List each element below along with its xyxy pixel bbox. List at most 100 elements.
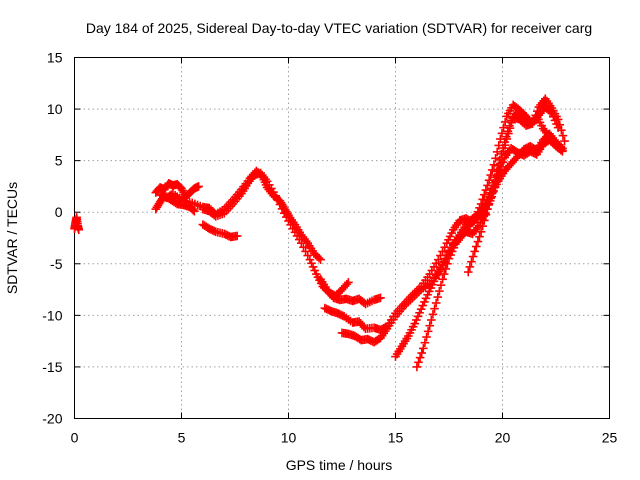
data-point	[441, 264, 451, 274]
data-point	[190, 206, 199, 216]
data-point	[507, 118, 516, 128]
y-tick-label: -20	[42, 411, 62, 427]
y-tick-label: -10	[42, 307, 62, 323]
data-point	[484, 199, 494, 209]
data-point	[433, 292, 443, 302]
data-point	[478, 221, 488, 231]
data-point	[475, 232, 484, 242]
data-point	[188, 205, 198, 215]
y-tick-label: 0	[55, 204, 63, 220]
data-point	[419, 344, 428, 353]
data-point	[480, 216, 489, 225]
y-tick-label: -15	[42, 359, 62, 375]
data-point	[468, 252, 478, 261]
data-point	[438, 274, 447, 284]
data-point	[414, 357, 423, 367]
x-tick-label: 10	[281, 430, 297, 446]
data-point	[484, 175, 494, 185]
data-point	[344, 278, 353, 287]
data-point	[418, 301, 428, 310]
grid-lines	[74, 57, 610, 419]
data-point	[481, 210, 491, 220]
data-point	[420, 297, 429, 307]
data-point	[478, 195, 488, 204]
data-point	[428, 310, 438, 319]
data-point	[439, 269, 449, 279]
x-tick-label: 5	[178, 430, 186, 446]
x-tick-label: 15	[388, 430, 404, 446]
data-point	[417, 348, 427, 358]
y-tick-labels: -20 -15 -10 -5 0 5 10 15	[42, 50, 62, 427]
x-tick-label: 0	[71, 430, 79, 446]
data-point	[483, 181, 492, 190]
y-tick-label: 15	[47, 50, 63, 66]
x-tick-label: 25	[602, 430, 618, 446]
data-point	[412, 362, 422, 372]
data-point	[376, 293, 385, 303]
data-point	[425, 321, 435, 330]
series-track-l	[463, 102, 563, 277]
data-point	[423, 327, 433, 336]
data-point	[415, 353, 425, 362]
series-track-f	[198, 220, 242, 242]
data-point	[443, 259, 452, 269]
data-point	[271, 191, 280, 201]
data-point	[308, 262, 318, 272]
data-point	[194, 182, 203, 191]
data-point	[500, 140, 510, 150]
data-point	[416, 304, 426, 314]
data-point	[463, 267, 473, 277]
data-point	[553, 115, 563, 124]
y-tick-label: 5	[55, 153, 63, 169]
data-point	[431, 298, 441, 308]
data-point	[74, 225, 84, 235]
x-tick-labels: 0 5 10 15 20 25	[71, 430, 618, 446]
data-point	[435, 286, 444, 296]
data-point	[499, 147, 508, 156]
data-point	[436, 280, 446, 290]
plot-frame	[74, 57, 610, 419]
data-point	[467, 257, 476, 267]
data-point	[489, 183, 499, 192]
series-track-i	[337, 135, 567, 347]
data-point	[273, 195, 283, 205]
data-point	[481, 185, 491, 195]
x-axis-label: GPS time / hours	[286, 457, 393, 473]
data-point	[480, 190, 489, 199]
data-point	[558, 131, 568, 140]
y-axis-label: SDTVAR / TECUs	[4, 182, 20, 294]
data-point	[504, 129, 513, 138]
data-point	[420, 338, 430, 347]
axis-ticks	[74, 57, 610, 419]
data-point	[275, 200, 285, 209]
data-point	[492, 171, 502, 180]
data-point	[497, 153, 507, 162]
data-point	[473, 237, 483, 246]
data-point	[430, 304, 439, 313]
data-point	[316, 255, 325, 264]
data-point	[471, 242, 481, 251]
series-track-a	[70, 213, 84, 235]
y-tick-label: -5	[50, 256, 63, 272]
data-point	[427, 315, 436, 325]
data-point	[307, 258, 316, 268]
data-point	[476, 199, 486, 209]
data-point	[560, 136, 569, 146]
data-point	[502, 134, 512, 144]
data-point	[422, 332, 431, 342]
y-tick-label: 10	[47, 101, 63, 117]
data-point	[496, 159, 505, 169]
data-point	[413, 312, 423, 321]
data-point	[232, 231, 242, 241]
data-point	[476, 227, 486, 237]
data-point	[470, 247, 479, 256]
data-point	[489, 160, 499, 170]
data-point	[277, 204, 287, 214]
x-tick-label: 20	[495, 430, 511, 446]
data-points	[70, 94, 569, 372]
data-point	[421, 294, 431, 303]
series-track-e	[198, 168, 353, 301]
series-track-g	[316, 274, 385, 309]
data-point	[486, 193, 496, 203]
